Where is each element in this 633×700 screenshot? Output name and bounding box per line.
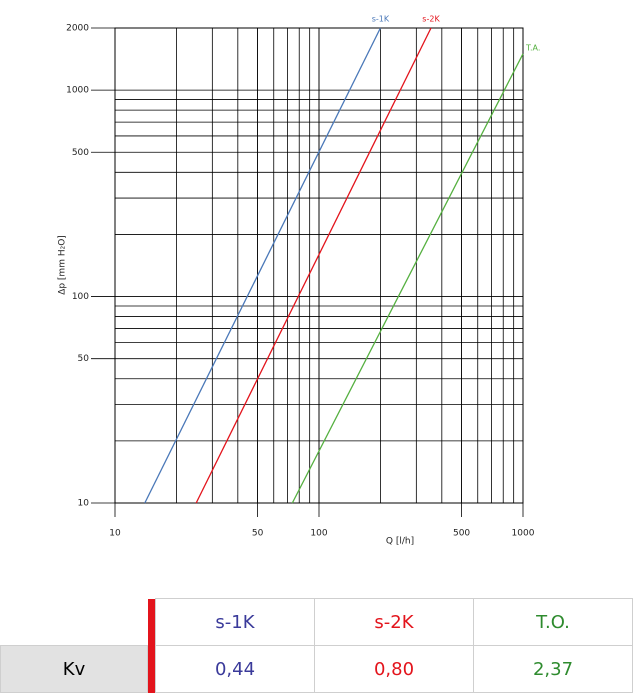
series-line <box>291 53 524 504</box>
y-axis-label: Δp [mm H₂O] <box>58 235 68 295</box>
corner <box>1 599 148 646</box>
y-tick-label: 2000 <box>66 24 89 34</box>
header-cell: s-1K <box>155 598 315 646</box>
header-cell: s-2K <box>314 598 474 646</box>
divider <box>147 645 156 693</box>
kv-table: s-1K s-2K T.O. Kv 0,44 0,80 2,37 <box>0 598 633 693</box>
series-label: s-1K <box>372 15 390 24</box>
x-tick-label: 50 <box>252 529 264 539</box>
series-line <box>144 27 381 504</box>
y-tick-label: 50 <box>78 354 90 364</box>
y-tick-label: 1000 <box>66 86 89 96</box>
series-line <box>195 27 432 504</box>
x-tick-label: 500 <box>453 529 470 539</box>
series-label: s-2K <box>422 15 440 24</box>
x-axis-label: Q [l/h] <box>386 537 414 547</box>
header-cell: T.O. <box>473 598 633 646</box>
cell: 2,37 <box>473 645 633 693</box>
plot-frame <box>114 27 524 504</box>
cell: 0,80 <box>314 645 474 693</box>
x-tick-label: 1000 <box>512 529 535 539</box>
row-label: Kv <box>0 645 148 693</box>
cell: 0,44 <box>155 645 315 693</box>
divider <box>147 598 156 646</box>
chart: Δp [mm H₂O] Q [l/h] 10 50 100 500 1000 2000 10… <box>58 15 541 547</box>
x-tick-label: 100 <box>310 529 327 539</box>
series-label: T.A. <box>525 43 540 52</box>
x-tick-label: 10 <box>109 529 121 539</box>
y-tick-label: 100 <box>72 292 89 302</box>
y-tick-label: 10 <box>78 499 90 509</box>
y-tick-label: 500 <box>72 148 89 158</box>
